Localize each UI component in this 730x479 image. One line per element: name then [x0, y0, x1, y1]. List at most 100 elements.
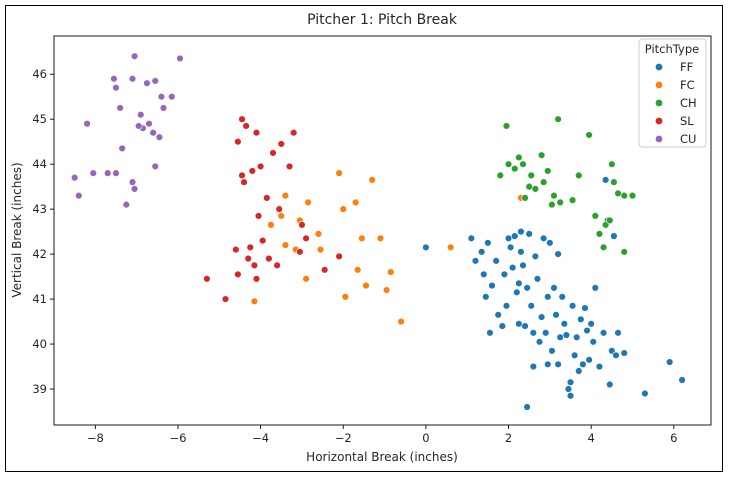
data-point-fc [314, 230, 323, 238]
data-point-cu [135, 122, 143, 130]
y-tick-label: 42 [32, 247, 47, 261]
data-point-sl [246, 243, 254, 252]
data-point-cu [75, 191, 83, 200]
data-point-fc [339, 205, 347, 213]
y-tick-label: 43 [32, 202, 47, 216]
data-point-ch [548, 200, 556, 209]
data-point-ff [620, 349, 628, 357]
data-point-ch [531, 185, 540, 193]
data-point-ff [504, 234, 513, 243]
data-point-ff [558, 293, 566, 301]
data-point-sl [221, 295, 230, 303]
legend-label-fc: FC [680, 78, 695, 92]
data-point-ff [589, 338, 597, 346]
data-point-ff [482, 293, 490, 301]
data-point-cu [104, 169, 112, 177]
data-point-ff [515, 320, 523, 328]
data-point-fc [267, 221, 275, 229]
data-point-cu [151, 77, 159, 85]
data-point-ff [542, 329, 550, 337]
legend-items: FF FC CH SL CU [655, 60, 697, 146]
data-point-ff [573, 333, 581, 342]
data-point-cu [155, 133, 164, 141]
x-tick-label: 4 [588, 431, 595, 445]
legend-marker-fc [655, 81, 663, 89]
data-point-cu [116, 104, 124, 112]
data-point-sl [296, 248, 304, 256]
data-point-ff [566, 392, 575, 400]
data-point-ff [484, 239, 492, 247]
data-point-ch [537, 151, 546, 159]
data-point-sl [252, 128, 261, 137]
series-cu [70, 52, 184, 209]
data-point-sl [240, 178, 248, 186]
data-point-ff [471, 257, 480, 265]
data-point-ch [591, 212, 600, 220]
data-point-cu [110, 75, 118, 83]
data-point-ff [544, 360, 552, 368]
data-point-sl [302, 234, 310, 243]
data-point-ff [560, 320, 569, 328]
data-point-ch [502, 122, 511, 130]
x-tick-label: −2 [335, 431, 352, 445]
x-tick-label: −4 [252, 431, 269, 445]
data-point-sl [320, 266, 329, 274]
y-tick-label: 40 [32, 337, 47, 351]
x-tick-label: 0 [422, 431, 429, 445]
data-point-fc [387, 268, 395, 276]
x-tick-label: 2 [505, 431, 512, 445]
data-point-ff [500, 270, 509, 279]
data-point-ch [515, 153, 523, 162]
data-point-ff [477, 248, 486, 256]
data-point-ch [550, 191, 558, 200]
data-point-ch [595, 230, 604, 238]
data-point-ch [610, 178, 618, 186]
data-point-sl [335, 252, 343, 261]
legend-marker-ff [655, 63, 663, 71]
series-sl [203, 115, 343, 303]
series-ff [422, 176, 686, 411]
data-point-ch [620, 191, 628, 200]
data-point-ff [665, 358, 674, 366]
data-point-sl [269, 149, 277, 157]
data-point-ff [554, 250, 562, 258]
data-point-ff [599, 329, 608, 337]
data-point-cu [83, 119, 91, 128]
image-frame [5, 5, 723, 472]
data-point-ff [591, 284, 600, 292]
data-point-ff [531, 252, 540, 261]
data-point-ch [556, 198, 564, 207]
data-point-ch [606, 216, 614, 225]
data-point-ff [585, 356, 593, 364]
data-point-fc [362, 281, 370, 290]
data-point-ff [517, 227, 525, 236]
data-point-ff [513, 288, 521, 297]
data-point-ff [488, 281, 496, 290]
data-point-ff [579, 360, 587, 368]
data-point-ff [527, 302, 535, 310]
data-point-ch [608, 160, 616, 168]
data-point-ff [498, 322, 507, 330]
data-point-cu [128, 75, 137, 83]
data-point-sl [250, 261, 259, 270]
data-point-ff [601, 176, 610, 184]
legend-label-sl: SL [680, 114, 694, 128]
x-tick-label: −6 [169, 431, 186, 445]
data-point-sl [248, 167, 257, 175]
data-point-sl [289, 128, 298, 137]
data-point-sl [263, 194, 271, 202]
series-ch [496, 115, 637, 256]
data-point-ff [612, 351, 620, 359]
data-point-ch [575, 171, 583, 180]
data-point-ff [511, 232, 519, 240]
data-point-ff [583, 326, 591, 335]
data-point-cu [159, 104, 168, 112]
data-point-fc [250, 297, 259, 306]
legend-marker-ch [655, 99, 663, 107]
data-point-ff [554, 360, 562, 368]
data-point-fc [281, 191, 290, 200]
y-tick-label: 41 [32, 292, 47, 306]
data-point-ch [568, 196, 577, 204]
data-point-ff [595, 362, 604, 371]
data-point-ff [587, 320, 595, 328]
